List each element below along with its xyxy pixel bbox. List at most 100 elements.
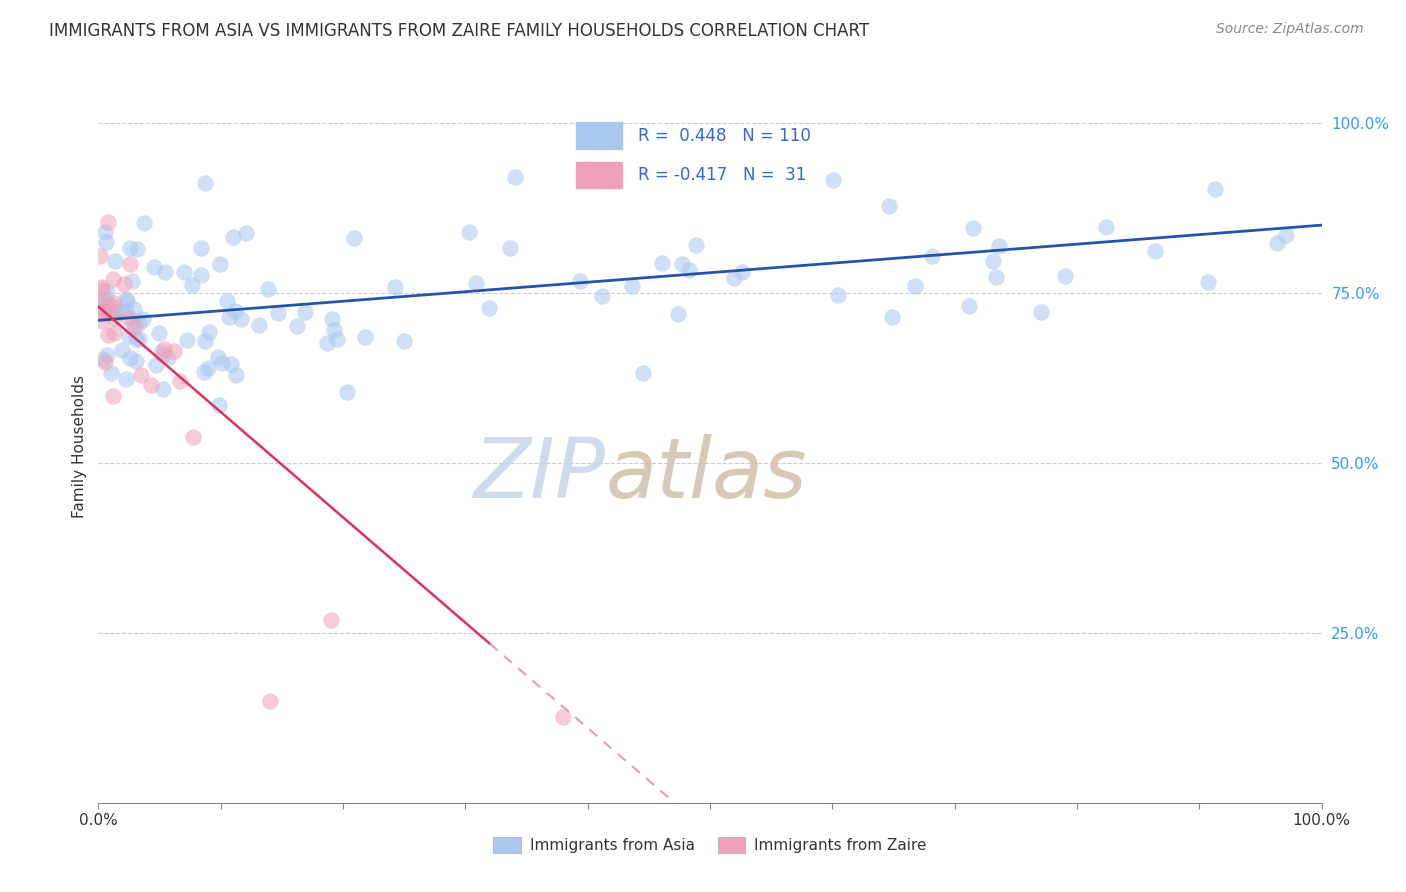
Point	[156, 351, 179, 365]
Point	[478, 301, 501, 315]
Point	[91, 352, 114, 367]
Point	[142, 260, 165, 274]
Point	[103, 296, 125, 310]
Point	[198, 325, 221, 339]
Point	[457, 226, 479, 240]
Point	[229, 312, 252, 326]
Point	[169, 374, 191, 388]
Point	[503, 169, 526, 184]
Point	[118, 351, 141, 365]
Point	[553, 710, 575, 724]
Point	[96, 349, 118, 363]
Point	[96, 299, 118, 313]
Text: IMMIGRANTS FROM ASIA VS IMMIGRANTS FROM ZAIRE FAMILY HOUSEHOLDS CORRELATION CHAR: IMMIGRANTS FROM ASIA VS IMMIGRANTS FROM …	[49, 22, 869, 40]
Point	[1029, 304, 1052, 318]
Point	[631, 366, 654, 380]
Point	[152, 382, 174, 396]
Point	[193, 334, 215, 348]
Point	[354, 330, 377, 344]
Text: atlas: atlas	[606, 434, 807, 515]
Point	[267, 306, 290, 320]
Point	[103, 271, 125, 285]
Point	[103, 310, 125, 325]
Legend: Immigrants from Asia, Immigrants from Zaire: Immigrants from Asia, Immigrants from Za…	[486, 831, 934, 859]
Point	[105, 306, 128, 320]
Point	[100, 367, 122, 381]
Point	[90, 307, 112, 321]
Point	[94, 293, 117, 307]
Point	[122, 316, 145, 330]
Point	[384, 280, 406, 294]
Point	[118, 241, 141, 255]
Point	[257, 282, 280, 296]
Point	[132, 216, 155, 230]
Point	[880, 310, 903, 325]
Point	[821, 173, 844, 187]
Point	[124, 319, 146, 334]
Point	[322, 323, 344, 337]
Point	[392, 334, 415, 349]
Point	[93, 302, 115, 317]
Point	[217, 293, 239, 308]
Point	[651, 255, 673, 269]
Point	[921, 249, 943, 263]
Point	[94, 225, 117, 239]
Point	[904, 278, 927, 293]
Point	[321, 312, 343, 326]
Point	[127, 243, 149, 257]
Point	[316, 336, 339, 351]
Point	[110, 304, 132, 318]
Point	[569, 275, 592, 289]
Point	[193, 366, 215, 380]
Point	[225, 368, 247, 382]
Point	[153, 342, 176, 356]
Point	[207, 350, 229, 364]
Point	[152, 348, 174, 362]
Point	[94, 306, 117, 320]
Point	[259, 694, 281, 708]
Point	[190, 268, 212, 283]
Point	[209, 257, 232, 271]
Point	[465, 276, 488, 290]
Point	[285, 319, 308, 334]
Point	[173, 265, 195, 279]
Point	[1053, 268, 1076, 283]
Point	[155, 265, 177, 279]
Point	[962, 221, 984, 235]
Point	[132, 312, 155, 326]
Point	[125, 354, 148, 368]
Point	[90, 280, 112, 294]
Point	[1198, 275, 1220, 289]
Point	[827, 288, 849, 302]
Point	[208, 398, 231, 412]
Point	[129, 368, 152, 382]
Point	[671, 257, 693, 271]
Point	[89, 301, 111, 315]
Point	[211, 356, 233, 370]
Point	[145, 358, 167, 372]
Text: Source: ZipAtlas.com: Source: ZipAtlas.com	[1216, 22, 1364, 37]
Point	[981, 253, 1004, 268]
Point	[235, 226, 257, 240]
Point	[181, 277, 204, 292]
Point	[197, 361, 219, 376]
Point	[87, 293, 110, 308]
Point	[96, 285, 118, 299]
Point	[114, 303, 136, 318]
Point	[336, 384, 359, 399]
Point	[194, 176, 217, 190]
Point	[877, 198, 900, 212]
Point	[1275, 227, 1298, 242]
Point	[98, 297, 121, 311]
Point	[181, 430, 204, 444]
Point	[499, 241, 522, 255]
Point	[103, 326, 125, 340]
Point	[112, 277, 135, 291]
Point	[325, 332, 347, 346]
Point	[104, 305, 127, 319]
Point	[247, 318, 270, 332]
Point	[125, 332, 148, 346]
Point	[121, 274, 143, 288]
Point	[139, 378, 162, 392]
Point	[128, 332, 150, 346]
